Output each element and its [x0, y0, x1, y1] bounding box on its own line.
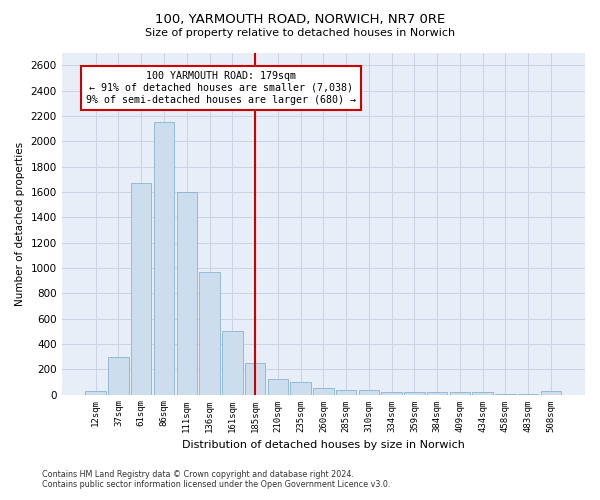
Text: 100 YARMOUTH ROAD: 179sqm
← 91% of detached houses are smaller (7,038)
9% of sem: 100 YARMOUTH ROAD: 179sqm ← 91% of detac…: [86, 72, 356, 104]
Bar: [382, 392, 402, 394]
Bar: [290, 382, 311, 394]
Bar: [472, 392, 493, 394]
Text: Size of property relative to detached houses in Norwich: Size of property relative to detached ho…: [145, 28, 455, 38]
Bar: [404, 392, 425, 394]
Bar: [222, 330, 242, 394]
Bar: [313, 388, 334, 394]
Bar: [154, 122, 174, 394]
Bar: [359, 390, 379, 394]
Bar: [108, 356, 129, 395]
X-axis label: Distribution of detached houses by size in Norwich: Distribution of detached houses by size …: [182, 440, 465, 450]
Bar: [131, 183, 151, 394]
Y-axis label: Number of detached properties: Number of detached properties: [15, 142, 25, 306]
Bar: [449, 392, 470, 394]
Bar: [336, 390, 356, 394]
Bar: [176, 192, 197, 394]
Text: 100, YARMOUTH ROAD, NORWICH, NR7 0RE: 100, YARMOUTH ROAD, NORWICH, NR7 0RE: [155, 12, 445, 26]
Bar: [199, 272, 220, 394]
Bar: [541, 392, 561, 394]
Bar: [427, 392, 448, 394]
Bar: [85, 392, 106, 394]
Text: Contains HM Land Registry data © Crown copyright and database right 2024.
Contai: Contains HM Land Registry data © Crown c…: [42, 470, 391, 489]
Bar: [268, 378, 288, 394]
Bar: [245, 363, 265, 394]
